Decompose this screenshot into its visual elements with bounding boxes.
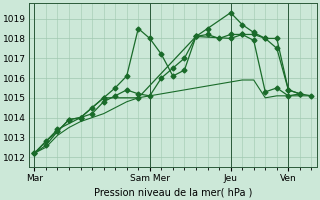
X-axis label: Pression niveau de la mer( hPa ): Pression niveau de la mer( hPa )	[94, 187, 252, 197]
